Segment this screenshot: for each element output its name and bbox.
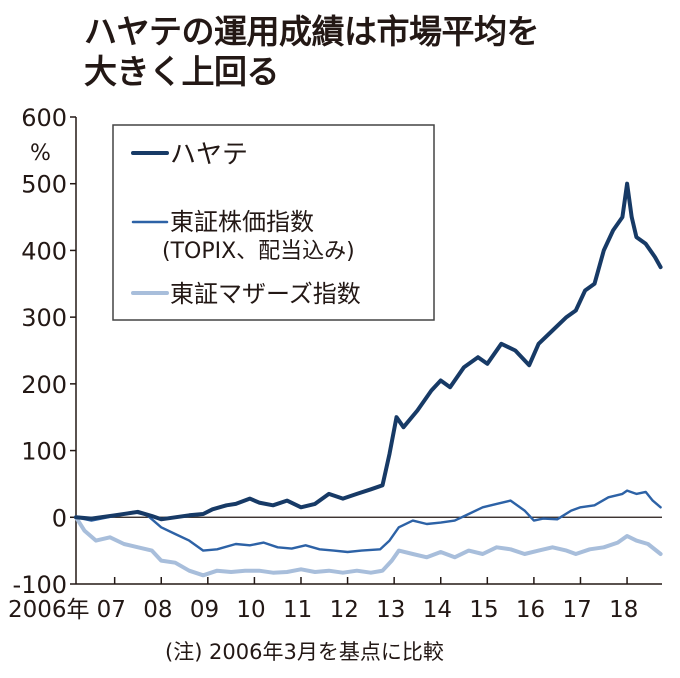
legend: ハヤテ 東証株価指数 (TOPIX、配当込み) 東証マザーズ指数 bbox=[112, 124, 435, 321]
series-group bbox=[74, 181, 663, 578]
y-axis: 600 500 400 300 200 100 0 -100 bbox=[13, 104, 77, 599]
y-tick-label: 400 bbox=[21, 237, 67, 265]
series-line-topix bbox=[74, 489, 662, 554]
x-axis: 2006年 07 08 09 10 11 12 13 14 15 16 17 18 bbox=[8, 516, 662, 623]
y-tick-label: 200 bbox=[21, 371, 67, 399]
y-tick-label: 500 bbox=[21, 171, 67, 199]
legend-label-topix: 東証株価指数 bbox=[170, 208, 314, 236]
x-tick-label: 08 bbox=[143, 597, 172, 623]
x-tick-label: 2006年 bbox=[8, 597, 90, 623]
chart-title-line1: ハヤテの運用成績は市場平均を bbox=[84, 12, 540, 51]
x-tick-label: 10 bbox=[236, 597, 265, 623]
y-tick-label: -100 bbox=[13, 571, 67, 599]
x-tick-label: 16 bbox=[516, 597, 545, 623]
x-tick-label: 15 bbox=[469, 597, 498, 623]
legend-label-mothers: 東証マザーズ指数 bbox=[170, 280, 361, 308]
x-tick-label: 18 bbox=[609, 597, 638, 623]
legend-label-hayate: ハヤテ bbox=[170, 140, 248, 170]
series-line-mothers bbox=[74, 515, 663, 578]
chart-title-line2: 大きく上回る bbox=[84, 52, 280, 91]
x-tick-label: 17 bbox=[562, 597, 591, 623]
chart-title: ハヤテの運用成績は市場平均を 大きく上回る bbox=[84, 12, 540, 92]
legend-label-topix-sub: (TOPIX、配当込み) bbox=[162, 239, 355, 264]
x-tick-label: 14 bbox=[423, 597, 452, 623]
x-tick-label: 07 bbox=[97, 597, 126, 623]
x-tick-label: 12 bbox=[330, 597, 359, 623]
x-tick-label: 13 bbox=[376, 597, 405, 623]
y-tick-label: 100 bbox=[21, 438, 67, 466]
y-tick-label: 600 bbox=[21, 104, 67, 132]
y-axis-unit: % bbox=[30, 141, 51, 166]
y-tick-label: 300 bbox=[21, 304, 67, 332]
y-tick-label: 0 bbox=[52, 504, 67, 532]
x-tick-label: 11 bbox=[283, 597, 312, 623]
footnote: (注) 2006年3月を基点に比較 bbox=[165, 640, 444, 664]
series-line-hayate bbox=[74, 181, 663, 522]
x-tick-label: 09 bbox=[190, 597, 219, 623]
